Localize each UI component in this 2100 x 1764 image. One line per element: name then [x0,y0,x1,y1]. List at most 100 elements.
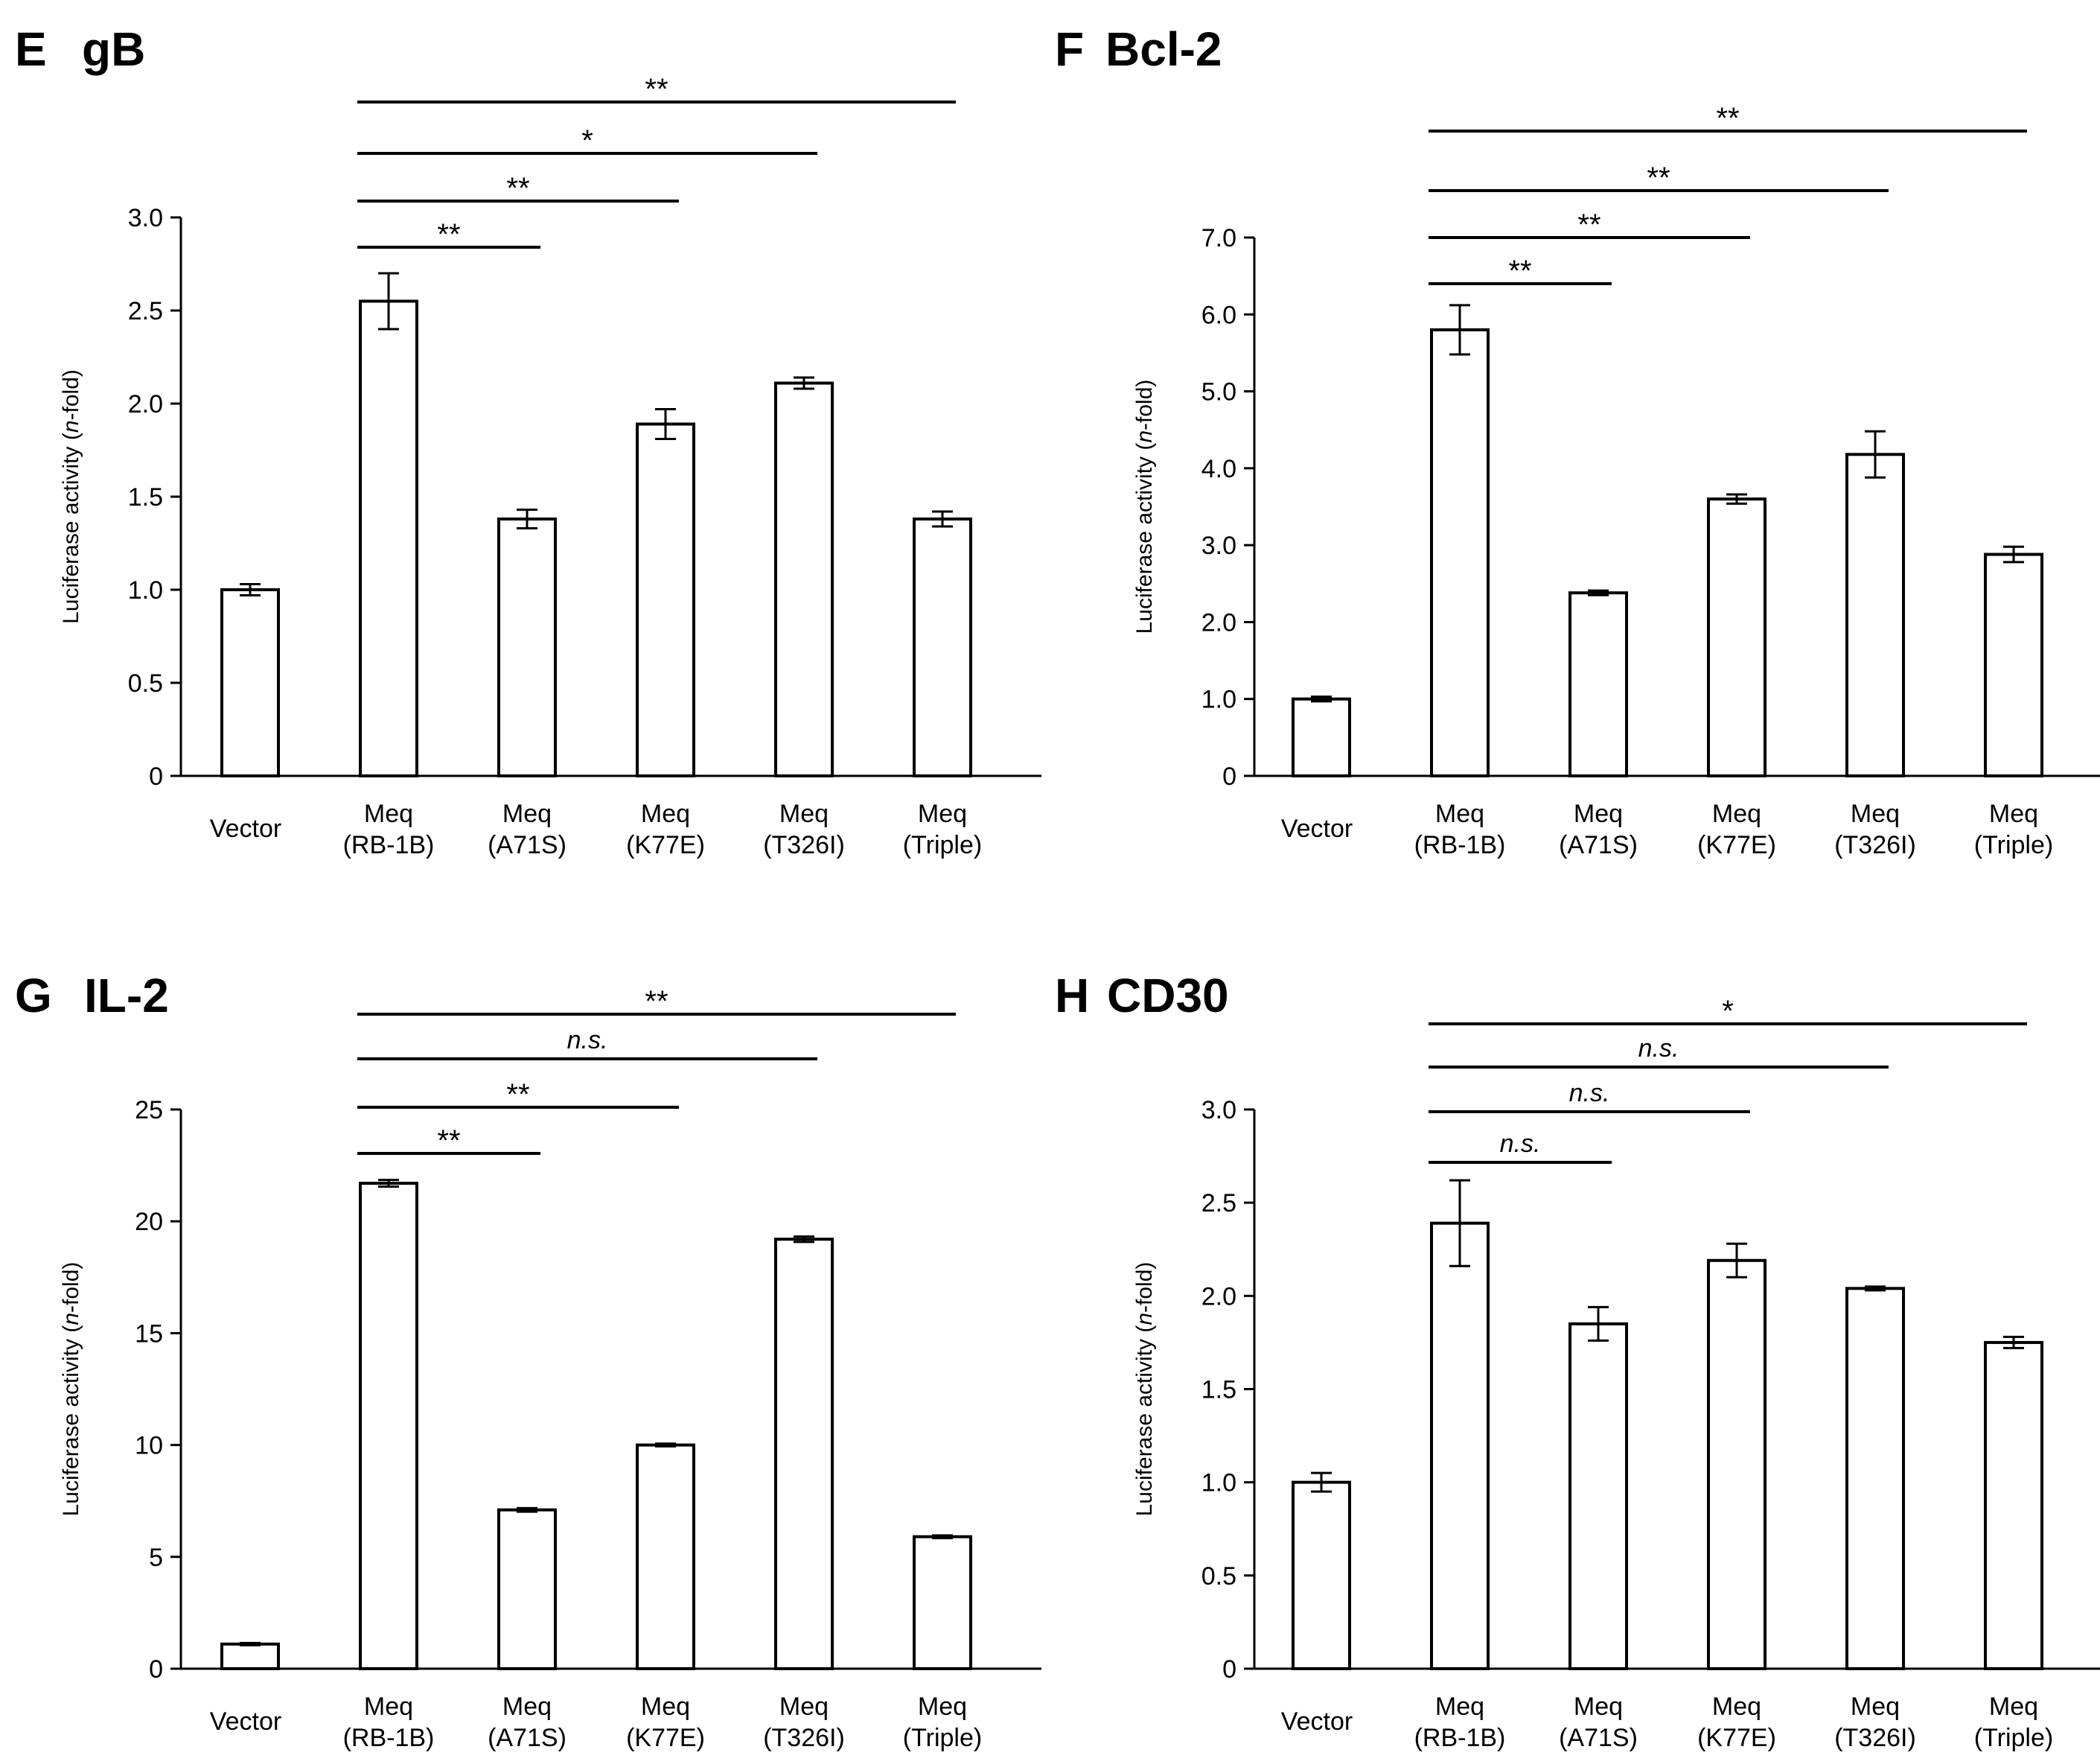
x-category-label: (T326I) [763,831,845,859]
bar [1707,1258,1767,1670]
y-tick-label: 1.0 [128,576,163,605]
y-tick-label: 20 [135,1208,163,1236]
y-tick-label: 2.0 [128,390,163,418]
x-category-label: (T326I) [1834,1724,1916,1752]
bar [220,1642,280,1671]
significance-label: ** [437,218,460,251]
x-category-label: Meq [1851,1693,1900,1721]
significance-label: ** [1647,162,1670,194]
chart-panel-f: F Bcl-2 0 1.0 2.0 3.0 4.0 5.0 6.0 7.0 Luciferase a… [1055,22,2100,859]
panel-title: CD30 [1107,969,1229,1022]
y-axis-label-part: Luciferase activity ( [59,433,83,624]
significance-label: n.s. [1569,1079,1610,1107]
x-category-label: Meq [1712,1693,1761,1721]
x-category-label: Meq [1712,800,1761,828]
bar [359,1182,418,1670]
bar [1292,697,1351,778]
bar [1707,497,1767,778]
y-tick-label: 6.0 [1201,301,1236,329]
y-tick-label: 3.0 [1201,532,1236,560]
panel-title: IL-2 [84,969,169,1022]
y-axis-label: Luciferase activity (n-fold) [59,369,83,624]
y-tick-label: 2.5 [1201,1189,1236,1217]
y-tick-label: 0 [1222,762,1236,791]
x-category-label: (K77E) [1697,1724,1776,1752]
x-category-label: Meq [1574,800,1623,828]
x-category-label: Meq [1574,1693,1623,1721]
x-category-label: Meq [918,800,967,828]
significance-label: ** [437,1124,460,1157]
y-axis-label: Luciferase activity (n-fold) [1132,1262,1157,1517]
x-category-label: (RB-1B) [1414,831,1506,859]
significance-label: ** [1508,255,1531,287]
panel-title: Bcl-2 [1105,22,1222,76]
significance-label: ** [506,1078,529,1111]
x-category-label: Vector [1281,815,1353,843]
y-axis-label: Luciferase activity (n-fold) [59,1262,83,1517]
y-tick-label: 2.5 [128,297,163,325]
y-tick-label: 0.5 [1201,1562,1236,1591]
x-category-label: Meq [502,1693,552,1721]
significance-label: ** [645,985,668,1018]
y-tick-label: 5 [149,1544,163,1572]
x-category-label: Meq [364,1693,413,1721]
y-tick-label: 0 [1222,1655,1236,1684]
y-tick-label: 2.0 [1201,608,1236,637]
significance-label: ** [506,172,529,205]
x-category-label: Meq [364,800,413,828]
significance-label: n.s. [567,1026,608,1054]
x-category-label: Meq [1851,800,1900,828]
x-category-label: (K77E) [626,831,705,859]
bar [1568,591,1628,777]
x-category-label: (A71S) [488,1724,567,1752]
y-axis-label-part: -fold) [1132,1262,1157,1313]
panel-letter: E [15,22,47,76]
x-category-label: (Triple) [903,1724,982,1752]
panel-letter: H [1055,969,1089,1022]
bar [359,299,418,777]
bar [1984,553,2043,778]
bar [774,1238,834,1671]
significance-label: n.s. [1638,1034,1679,1063]
x-category-label: Vector [210,1707,281,1736]
x-category-label: Meq [1435,800,1484,828]
y-tick-label: 10 [135,1432,163,1460]
x-category-label: (RB-1B) [343,1724,435,1752]
significance-label: ** [645,73,668,106]
bar [774,381,834,777]
y-tick-label: 3.0 [1201,1096,1236,1124]
bar [636,422,695,777]
bar [497,1508,557,1670]
chart-panel-g: G IL-2 0 5 10 15 20 25 Luciferase activity (n-fo… [15,969,1041,1752]
x-category-label: (K77E) [1697,831,1776,859]
x-category-label: (T326I) [1834,831,1916,859]
y-tick-label: 0.5 [128,669,163,698]
y-tick-label: 7.0 [1201,224,1236,252]
y-tick-label: 2.0 [1201,1282,1236,1311]
y-axis-label-italic: n [1132,1313,1157,1325]
y-tick-label: 1.5 [1201,1376,1236,1404]
y-tick-label: 4.0 [1201,455,1236,483]
x-category-label: Meq [1989,800,2038,828]
x-category-label: (K77E) [626,1724,705,1752]
x-category-label: (RB-1B) [1414,1724,1506,1752]
y-tick-label: 0 [149,762,163,791]
y-tick-label: 3.0 [128,204,163,232]
y-axis-label-part: Luciferase activity ( [1132,443,1157,634]
y-axis-label-part: -fold) [59,369,83,420]
x-category-label: (A71S) [1559,831,1638,859]
bar [913,1535,972,1670]
bar [1845,453,1905,777]
x-category-label: Meq [641,800,690,828]
bar [913,518,972,777]
x-category-label: Meq [779,800,829,828]
significance-label: n.s. [1500,1130,1541,1158]
bar [1568,1322,1628,1670]
bar [220,588,280,777]
bar [1292,1480,1351,1670]
panel-letter: G [15,969,52,1022]
x-category-label: Vector [1281,1707,1353,1736]
bar [1430,328,1490,777]
y-tick-label: 1.0 [1201,1469,1236,1497]
